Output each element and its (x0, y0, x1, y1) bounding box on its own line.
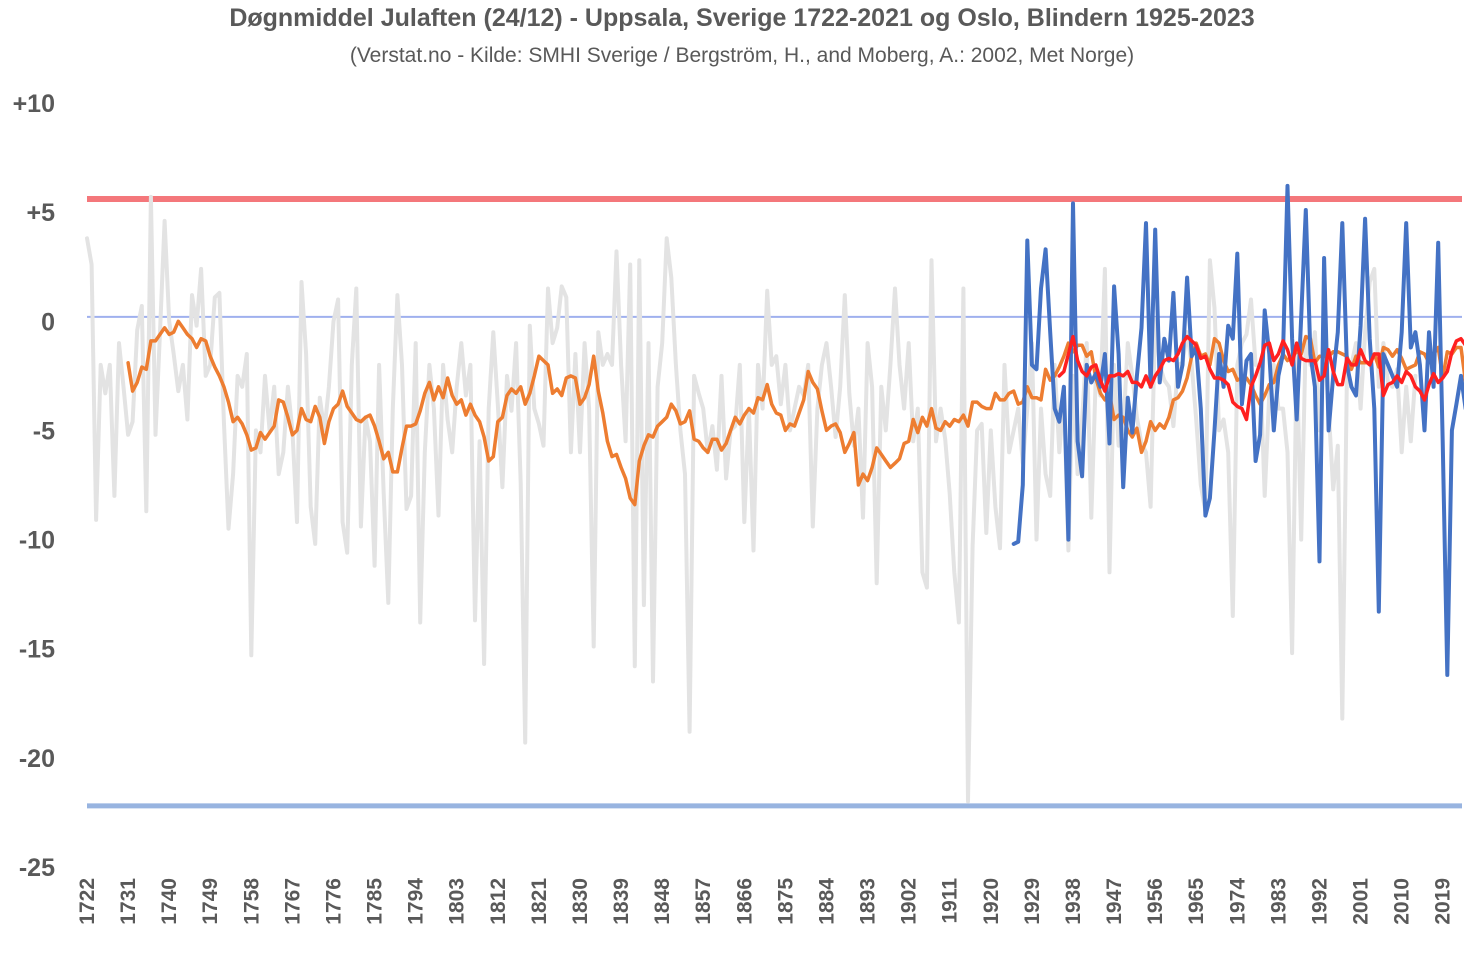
x-tick-label: 1722 (76, 878, 99, 925)
y-tick-label: +10 (13, 90, 55, 118)
x-tick-label: 1965 (1185, 878, 1208, 925)
x-tick-label: 1794 (405, 878, 428, 925)
x-tick-label: 1956 (1144, 878, 1167, 925)
x-tick-label: 1947 (1103, 878, 1126, 925)
y-axis-tick-labels: +10 +5 0 -5 -10 -15 -20 -25 (13, 90, 56, 882)
x-tick-label: 1821 (528, 878, 551, 925)
x-tick-label: 1920 (980, 878, 1003, 925)
x-tick-label: 2001 (1350, 878, 1373, 925)
x-tick-label: 1929 (1021, 878, 1044, 925)
x-tick-label: 1938 (1062, 878, 1085, 925)
x-tick-label: 1974 (1226, 878, 1249, 925)
x-tick-label: 1740 (158, 878, 181, 925)
y-tick-label: -20 (19, 745, 55, 773)
x-tick-label: 1992 (1309, 878, 1332, 925)
x-tick-label: 1875 (774, 878, 797, 925)
x-tick-label: 1839 (610, 878, 633, 925)
x-tick-label: 2019 (1432, 878, 1455, 925)
x-tick-label: 1983 (1267, 878, 1290, 925)
x-tick-label: 1884 (816, 878, 839, 925)
x-tick-label: 1848 (651, 878, 674, 925)
x-tick-label: 1812 (487, 878, 510, 925)
x-tick-label: 1893 (857, 878, 880, 925)
y-tick-label: 0 (41, 308, 55, 336)
chart-title: Døgnmiddel Julaften (24/12) - Uppsala, S… (229, 4, 1255, 32)
x-tick-label: 1911 (939, 878, 962, 924)
x-axis-tick-labels: 1722 1731 1740 1749 1758 1767 1776 1785 1794 1803… (76, 878, 1455, 925)
y-tick-label: -25 (19, 854, 55, 882)
x-tick-label: 1785 (364, 878, 387, 925)
data-series (85, 183, 1464, 804)
x-tick-label: 1776 (323, 878, 346, 925)
series-line (126, 319, 1464, 507)
y-tick-label: -15 (19, 636, 55, 664)
x-tick-label: 2010 (1391, 878, 1414, 925)
series-line (85, 194, 1418, 804)
x-tick-label: 1749 (199, 878, 222, 925)
y-tick-label: -5 (33, 417, 55, 445)
series-line (1057, 334, 1464, 422)
y-tick-label: +5 (26, 199, 55, 227)
series-line (1011, 183, 1464, 677)
x-tick-label: 1767 (281, 878, 304, 925)
x-tick-label: 1857 (692, 878, 715, 925)
x-tick-label: 1902 (898, 878, 921, 925)
x-tick-label: 1866 (733, 878, 756, 925)
x-tick-label: 1731 (117, 878, 140, 925)
x-tick-label: 1830 (569, 878, 592, 925)
y-tick-label: -10 (19, 527, 55, 555)
x-tick-label: 1803 (446, 878, 469, 925)
chart-subtitle: (Verstat.no - Kilde: SMHI Sverige / Berg… (349, 44, 1135, 67)
x-tick-label: 1758 (240, 878, 263, 925)
reference-lines (87, 196, 1462, 809)
